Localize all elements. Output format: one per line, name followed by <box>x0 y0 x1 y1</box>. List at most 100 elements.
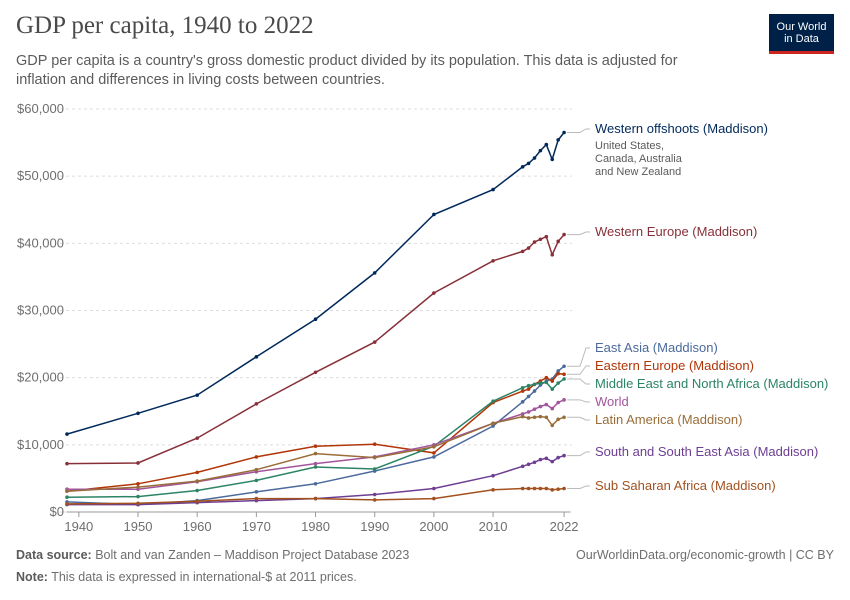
data-point <box>313 370 318 375</box>
data-point <box>526 394 531 399</box>
label-connector <box>567 128 590 134</box>
data-point <box>538 404 543 409</box>
y-tick-label: $40,000 <box>17 235 64 250</box>
data-point <box>136 411 140 416</box>
data-point <box>562 377 566 381</box>
data-point <box>136 494 140 499</box>
data-point <box>254 496 259 501</box>
data-point <box>538 148 543 153</box>
series-line <box>66 234 565 465</box>
data-point <box>526 416 531 420</box>
data-point <box>562 415 566 420</box>
series-note: and New Zealand <box>595 166 681 178</box>
data-point <box>432 451 436 455</box>
data-point <box>550 387 555 391</box>
data-point <box>550 157 555 162</box>
data-point <box>556 371 560 376</box>
data-point <box>313 451 318 456</box>
series-line <box>66 415 565 492</box>
series-line <box>66 378 565 498</box>
data-point <box>532 382 537 387</box>
data-point <box>313 481 318 486</box>
data-point <box>532 460 537 465</box>
data-point <box>538 381 543 385</box>
data-point <box>195 470 199 475</box>
data-point <box>520 464 525 469</box>
data-point <box>136 501 140 506</box>
chart-note: Note: This data is expressed in internat… <box>16 570 357 584</box>
y-tick-label: $10,000 <box>17 437 64 452</box>
data-point <box>520 486 525 491</box>
series-label: Middle East and North Africa (Maddison) <box>595 376 828 391</box>
data-point <box>526 161 531 166</box>
data-point <box>550 379 555 383</box>
data-point <box>538 414 543 419</box>
x-tick-label: 1950 <box>124 519 153 534</box>
y-tick-label: $20,000 <box>17 370 64 385</box>
data-point <box>550 406 555 411</box>
data-point <box>195 393 199 397</box>
data-point <box>556 417 560 422</box>
series-note: United States, <box>595 140 664 152</box>
series-label: Western offshoots (Maddison) <box>595 121 768 136</box>
data-point <box>544 142 549 147</box>
data-point <box>544 234 549 239</box>
chart-subtitle: GDP per capita is a country's gross dome… <box>16 53 678 88</box>
data-point <box>65 461 69 466</box>
label-connector <box>567 451 590 457</box>
data-point <box>491 421 495 426</box>
data-point <box>195 488 199 493</box>
data-point <box>556 381 560 385</box>
chart-title: GDP per capita, 1940 to 2022 <box>16 12 314 39</box>
data-point <box>556 239 560 244</box>
data-point <box>526 462 531 467</box>
data-point <box>544 402 549 407</box>
note-text: This data is expressed in international-… <box>51 570 357 584</box>
owid-logo[interactable]: Our World in Data <box>769 14 834 54</box>
data-point <box>491 258 495 263</box>
label-connector <box>567 378 590 385</box>
data-point <box>372 498 377 502</box>
data-point <box>432 496 436 501</box>
data-point <box>550 423 555 428</box>
data-point <box>562 486 566 491</box>
data-point <box>520 385 525 390</box>
data-point <box>538 457 543 462</box>
data-point <box>432 445 436 449</box>
data-point <box>520 400 525 404</box>
x-tick-label: 1980 <box>301 519 330 534</box>
data-point <box>491 399 495 403</box>
x-tick-label: 1990 <box>360 519 389 534</box>
data-point <box>556 138 560 142</box>
data-point <box>550 252 555 257</box>
series-label: South and South East Asia (Maddison) <box>595 444 818 459</box>
data-point <box>195 436 199 440</box>
data-point <box>65 432 69 436</box>
data-point <box>491 473 495 478</box>
label-connector <box>567 365 590 375</box>
data-point <box>313 465 318 469</box>
data-point <box>195 479 199 483</box>
data-point <box>195 499 199 504</box>
data-point <box>254 455 259 459</box>
data-point <box>544 456 549 461</box>
data-point <box>562 232 566 237</box>
data-point <box>526 410 531 414</box>
series-line <box>67 454 565 506</box>
data-point <box>313 444 318 448</box>
data-point <box>562 453 566 458</box>
data-point <box>136 461 140 465</box>
data-point <box>520 412 525 416</box>
data-point <box>491 187 495 192</box>
data-point <box>491 424 495 428</box>
y-tick-label: $60,000 <box>17 101 64 116</box>
data-source: Data source: Bolt and van Zanden – Maddi… <box>16 548 410 562</box>
data-point <box>556 400 560 405</box>
footer-link[interactable]: OurWorldinData.org/economic-growth | CC … <box>576 548 834 562</box>
series-label: Western Europe (Maddison) <box>595 224 757 239</box>
data-point <box>544 486 549 491</box>
data-point <box>136 485 140 489</box>
data-point <box>432 455 436 459</box>
series-label: East Asia (Maddison) <box>595 340 718 355</box>
source-text[interactable]: Bolt and van Zanden – Maddison Project D… <box>95 548 410 562</box>
